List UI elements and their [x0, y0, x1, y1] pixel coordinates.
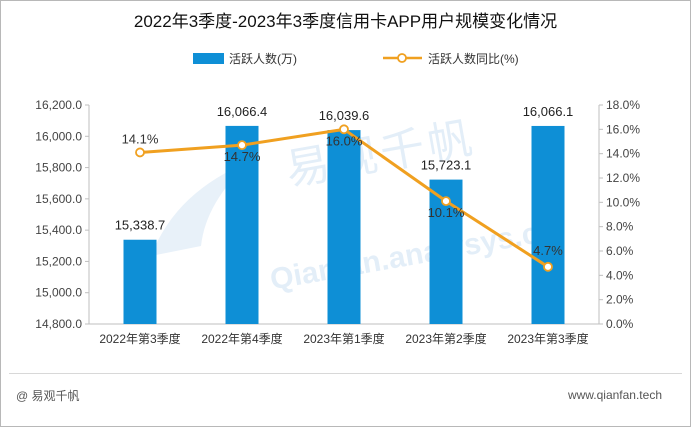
legend-line-label: 活跃人数同比(%) [428, 51, 519, 66]
legend: 活跃人数(万) 活跃人数同比(%) [193, 51, 519, 66]
chart-title: 2022年3季度-2023年3季度信用卡APP用户规模变化情况 [133, 12, 558, 31]
bar [327, 130, 361, 324]
yoy-value-label: 14.1% [122, 131, 159, 146]
footer-divider [9, 373, 682, 374]
right-tick-label: 2.0% [606, 293, 634, 307]
legend-bar-swatch [193, 53, 224, 64]
right-tick-label: 14.0% [606, 147, 640, 161]
yoy-point [135, 147, 145, 158]
bars [123, 125, 565, 324]
left-tick-label: 14,800.0 [35, 317, 82, 331]
right-tick-label: 6.0% [606, 244, 634, 258]
watermark-url-text: Qianfan.analysys.cn [268, 214, 559, 297]
bar [123, 239, 157, 324]
x-tick-label: 2023年第2季度 [405, 331, 486, 346]
right-tick-label: 10.0% [606, 195, 640, 209]
yoy-value-label: 4.7% [533, 243, 563, 258]
left-tick-label: 15,600.0 [35, 192, 82, 206]
right-tick-label: 12.0% [606, 171, 640, 185]
right-tick-label: 0.0% [606, 317, 634, 331]
left-tick-label: 16,000.0 [35, 129, 82, 143]
left-tick-label: 16,200.0 [35, 98, 82, 112]
yoy-value-label: 16.0% [326, 133, 363, 148]
right-tick-label: 16.0% [606, 122, 640, 136]
axes: 14,800.0 15,000.0 15,200.0 15,400.0 15,600.0… [35, 98, 640, 346]
yoy-value-label: 10.1% [428, 205, 465, 220]
left-tick-label: 15,000.0 [35, 286, 82, 300]
x-tick-label: 2023年第3季度 [507, 331, 588, 346]
bar [225, 125, 259, 324]
bar [531, 125, 565, 324]
bar-value-label: 16,066.4 [217, 104, 268, 119]
yoy-point [237, 140, 247, 151]
legend-bar-label: 活跃人数(万) [229, 51, 297, 66]
bar-value-label: 15,723.1 [421, 158, 472, 173]
left-tick-label: 15,200.0 [35, 254, 82, 268]
left-tick-label: 15,400.0 [35, 223, 82, 237]
x-tick-label: 2022年第3季度 [99, 331, 180, 346]
yoy-point [441, 196, 451, 207]
right-tick-label: 8.0% [606, 220, 634, 234]
bar-value-label: 16,039.6 [319, 108, 370, 123]
footer-brand: @ 易观千帆 [16, 389, 80, 403]
yoy-value-label: 14.7% [224, 149, 261, 164]
right-tick-label: 4.0% [606, 268, 634, 282]
yoy-point [543, 261, 553, 272]
data-labels: 15,338.7 16,066.4 16,039.6 15,723.1 16,066.1… [115, 104, 574, 258]
yoy-point [339, 124, 349, 135]
footer-url: www.qianfan.tech [567, 388, 662, 402]
yoy-line [135, 124, 553, 272]
bar-value-label: 16,066.1 [523, 104, 574, 119]
left-tick-label: 15,800.0 [35, 161, 82, 175]
right-tick-label: 18.0% [606, 98, 640, 112]
x-tick-label: 2023年第1季度 [303, 331, 384, 346]
bar-value-label: 15,338.7 [115, 218, 166, 233]
x-tick-label: 2022年第4季度 [201, 331, 282, 346]
legend-line-marker [397, 53, 407, 63]
